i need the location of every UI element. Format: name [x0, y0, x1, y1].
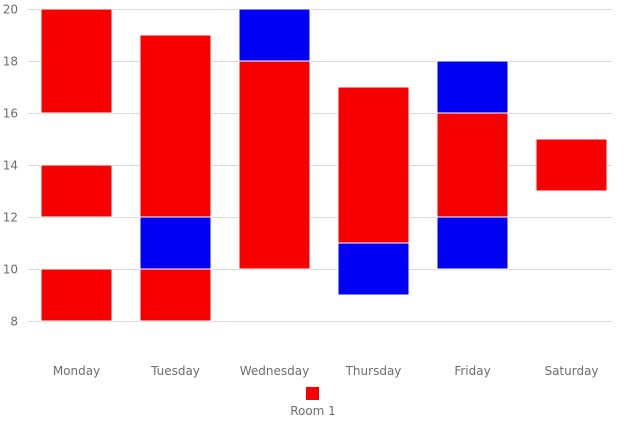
legend-swatch[interactable] [306, 387, 319, 400]
bar-segment-tuesday-10-12[interactable] [139, 216, 212, 270]
x-category-label: Thursday [345, 364, 402, 378]
bar-segment-wednesday-10-18[interactable] [238, 60, 311, 270]
x-category-label: Monday [53, 364, 100, 378]
bars [40, 8, 608, 322]
bar-segment-thursday-11-17[interactable] [337, 86, 410, 244]
bar-segment-friday-12-16[interactable] [436, 112, 509, 218]
y-axis-ticks: 8 10 12 14 16 18 20 [3, 3, 18, 329]
x-axis-categories: Monday Tuesday Wednesday Thursday Friday Satu… [53, 364, 599, 378]
y-tick-label: 16 [3, 107, 18, 121]
y-tick-label: 14 [3, 159, 18, 173]
y-tick-label: 18 [3, 55, 18, 69]
bar-segment-tuesday-12-19[interactable] [139, 34, 212, 218]
bar-segment-wednesday-18-20[interactable] [238, 8, 311, 62]
x-category-label: Wednesday [240, 364, 309, 378]
bar-segment-monday-12-14[interactable] [40, 164, 113, 218]
bar-segment-friday-16-18[interactable] [436, 60, 509, 114]
y-tick-label: 8 [10, 315, 18, 329]
bar-segment-friday-10-12[interactable] [436, 216, 509, 270]
bar-segment-monday-16-20[interactable] [40, 8, 113, 114]
legend-label[interactable]: Room 1 [290, 404, 336, 418]
bar-segment-monday-8-10[interactable] [40, 268, 113, 322]
y-tick-label: 20 [3, 3, 18, 17]
x-category-label: Saturday [544, 364, 598, 378]
legend[interactable]: Room 1 [290, 387, 336, 418]
y-tick-label: 10 [3, 263, 18, 277]
x-category-label: Tuesday [150, 364, 200, 378]
x-category-label: Friday [454, 364, 490, 378]
gridlines [28, 9, 612, 322]
bar-segment-saturday-13-15[interactable] [535, 138, 608, 192]
bar-segment-tuesday-8-10[interactable] [139, 268, 212, 322]
bar-segment-thursday-9-11[interactable] [337, 242, 410, 296]
y-tick-label: 12 [3, 211, 18, 225]
